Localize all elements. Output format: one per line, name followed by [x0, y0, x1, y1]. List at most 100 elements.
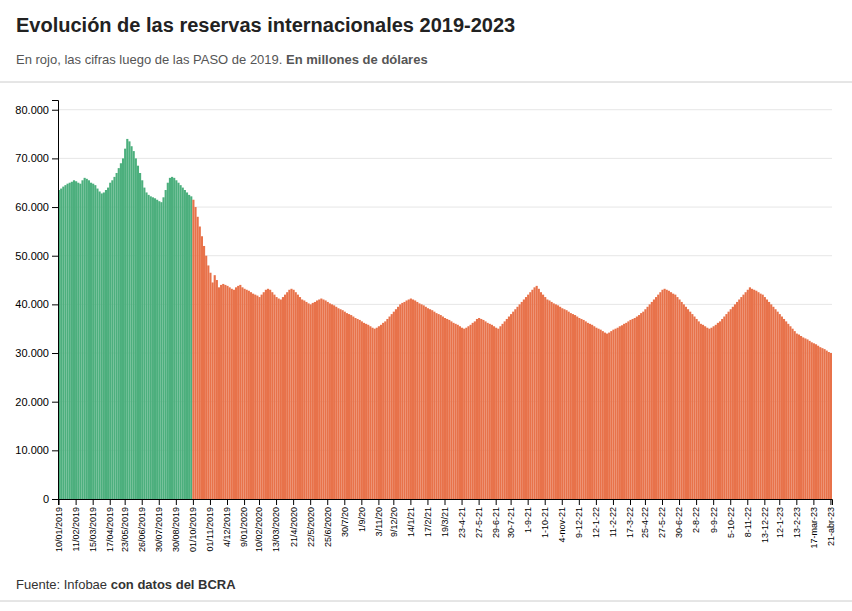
bar: [627, 321, 629, 499]
tick-label: 14/1/21: [406, 507, 416, 537]
bar: [570, 313, 572, 499]
tick: 13/03/2020: [271, 499, 281, 552]
bar: [504, 321, 506, 499]
bar: [148, 195, 150, 499]
tick-label: 50.000: [15, 250, 49, 262]
bar: [615, 329, 617, 499]
bar: [239, 285, 241, 499]
bar: [177, 183, 179, 499]
tick: 30-7-21: [506, 499, 516, 538]
tick-label: 19/3/21: [440, 507, 450, 537]
tick-label: 25-4-22: [640, 507, 650, 538]
tick: 5-10-22: [726, 499, 736, 538]
tick: 17/04/2019: [105, 499, 115, 552]
bar: [295, 292, 297, 499]
grid: [58, 110, 832, 499]
bar: [725, 314, 727, 499]
bar: [361, 321, 363, 499]
tick: 17/2/21: [423, 499, 433, 537]
grid-line: [58, 109, 832, 110]
subtitle-part: En millones de dólares: [286, 52, 428, 67]
tick: 29-6-21: [491, 499, 501, 538]
bar: [578, 318, 580, 499]
bar: [813, 343, 815, 499]
tick-label: 17-3-22: [625, 507, 635, 538]
tick: 19/3/21: [440, 499, 450, 537]
bar: [329, 303, 331, 499]
bar: [395, 309, 397, 499]
tick: 11-2-22: [608, 499, 618, 537]
bar: [418, 303, 420, 499]
bar: [467, 326, 469, 499]
bar: [553, 303, 555, 499]
tick-mark: [52, 158, 58, 159]
bar: [271, 292, 273, 499]
bar: [199, 227, 201, 499]
bar: [461, 328, 463, 499]
bar: [595, 328, 597, 499]
bar: [156, 200, 158, 499]
bar: [753, 290, 755, 499]
bar: [542, 295, 544, 499]
bar: [92, 184, 94, 499]
tick-mark: [496, 499, 497, 505]
bar: [459, 326, 461, 499]
tick-label: 13/03/2020: [271, 507, 281, 552]
tick-label: 30-6-22: [674, 507, 684, 538]
bar: [448, 320, 450, 499]
bar: [212, 282, 214, 499]
tick-mark: [796, 499, 797, 505]
bar: [258, 297, 260, 499]
tick-label: 2-8-22: [691, 507, 701, 533]
tick-mark: [244, 499, 245, 505]
bar: [275, 297, 277, 499]
bar: [101, 193, 103, 499]
tick-mark: [52, 353, 58, 354]
bar: [190, 196, 192, 499]
bar: [414, 300, 416, 499]
bar: [248, 291, 250, 499]
bar: [73, 180, 75, 499]
tick-mark: [730, 499, 731, 505]
bar: [301, 300, 303, 500]
bar: [474, 321, 476, 499]
bar: [493, 326, 495, 499]
bar: [288, 290, 290, 499]
bar: [256, 296, 258, 499]
tick-mark: [813, 499, 814, 505]
tick-mark: [445, 499, 446, 505]
bar: [325, 300, 327, 499]
bar: [69, 183, 71, 499]
tick: 9/12/20: [389, 499, 399, 537]
bar: [120, 163, 122, 499]
bar: [391, 314, 393, 499]
bar: [216, 280, 218, 499]
bar: [290, 289, 292, 499]
bar: [700, 324, 702, 499]
bar: [143, 188, 145, 499]
tick-mark: [52, 256, 58, 257]
bar: [791, 329, 793, 499]
bar: [817, 346, 819, 499]
tick-mark: [344, 499, 345, 505]
tick: 21/4/2020: [288, 499, 298, 547]
bar: [299, 297, 301, 499]
tick-mark: [210, 499, 211, 505]
bar: [367, 325, 369, 499]
bar: [521, 302, 523, 499]
bar: [502, 324, 504, 499]
bar: [194, 207, 196, 499]
bar: [826, 351, 828, 499]
bar: [203, 246, 205, 499]
bar: [378, 326, 380, 499]
tick-mark: [327, 499, 328, 505]
axis-line: [52, 101, 59, 500]
bars: [58, 139, 832, 499]
tick-mark: [227, 499, 228, 505]
tick-mark: [110, 499, 111, 505]
bar: [376, 328, 378, 499]
tick: 1-10-21: [540, 499, 550, 538]
tick: 13-12-22: [760, 499, 770, 543]
bar: [470, 325, 472, 499]
bar: [606, 334, 608, 499]
